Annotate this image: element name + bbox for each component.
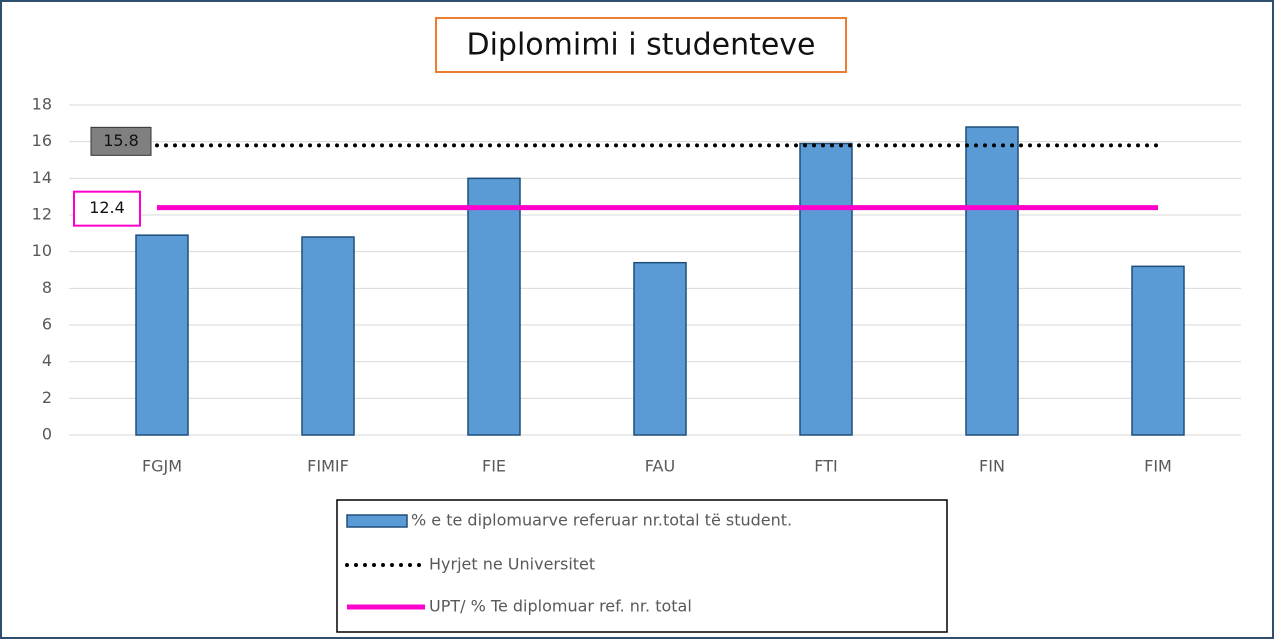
x-tick-label: FIMIF — [307, 457, 349, 476]
title-box — [435, 17, 847, 73]
legend-label: % e te diplomuarve referuar nr.total të … — [411, 511, 792, 530]
legend-label: Hyrjet ne Universitet — [429, 555, 595, 574]
y-tick-label: 12 — [32, 205, 52, 224]
x-tick-label: FIN — [979, 457, 1005, 476]
y-tick-label: 16 — [32, 131, 52, 150]
bar — [135, 234, 189, 436]
data-label: 12.4 — [89, 198, 125, 217]
bar — [965, 126, 1019, 436]
y-tick-label: 6 — [42, 315, 52, 334]
x-tick-label: FIM — [1144, 457, 1172, 476]
y-tick-label: 18 — [32, 95, 52, 114]
x-tick-label: FIE — [482, 457, 506, 476]
legend-label: UPT/ % Te diplomuar ref. nr. total — [429, 597, 692, 616]
y-tick-label: 2 — [42, 388, 52, 407]
x-tick-label: FAU — [645, 457, 675, 476]
legend-swatch — [346, 514, 408, 528]
bar — [633, 261, 687, 436]
y-tick-label: 8 — [42, 278, 52, 297]
chart-title: Diplomimi i studenteve — [466, 28, 815, 63]
data-label: 15.8 — [103, 131, 139, 150]
bar — [1131, 265, 1185, 436]
y-tick-label: 14 — [32, 168, 52, 187]
legend-box — [336, 499, 948, 633]
bar — [467, 177, 521, 436]
y-tick-label: 10 — [32, 241, 52, 260]
y-tick-label: 4 — [42, 351, 52, 370]
x-tick-label: FTI — [814, 457, 837, 476]
bar — [301, 236, 355, 436]
bar — [799, 142, 853, 436]
data-label-box — [73, 190, 141, 227]
y-tick-label: 0 — [42, 425, 52, 444]
x-tick-label: FGJM — [142, 457, 182, 476]
data-label-box — [90, 126, 152, 156]
